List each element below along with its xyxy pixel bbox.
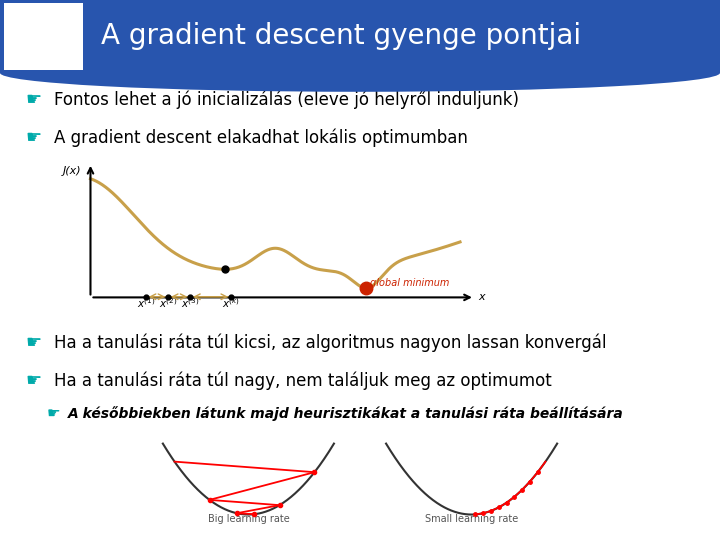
Ellipse shape [0, 54, 720, 92]
Text: A gradient descent elakadhat lokális optimumban: A gradient descent elakadhat lokális opt… [54, 129, 468, 147]
Text: Ha a tanulási ráta túl kicsi, az algoritmus nagyon lassan konvergál: Ha a tanulási ráta túl kicsi, az algorit… [54, 334, 606, 352]
Text: x: x [479, 292, 485, 302]
Text: ☛: ☛ [47, 406, 60, 421]
Text: $x^{(2)}$: $x^{(2)}$ [159, 296, 177, 310]
Text: Ha a tanulási ráta túl nagy, nem találjuk meg az optimumot: Ha a tanulási ráta túl nagy, nem találju… [54, 372, 552, 390]
Text: global minimum: global minimum [370, 278, 449, 288]
Text: Small learning rate: Small learning rate [425, 514, 518, 524]
Text: $x^{(3)}$: $x^{(3)}$ [181, 296, 199, 310]
FancyBboxPatch shape [4, 3, 83, 70]
Bar [0, 0, 720, 73]
Text: ☛: ☛ [25, 129, 41, 147]
Text: J(x): J(x) [63, 166, 81, 176]
Text: $x^{(1)}$: $x^{(1)}$ [137, 296, 156, 310]
Text: ☛: ☛ [25, 334, 41, 352]
Text: ☛: ☛ [25, 372, 41, 390]
Text: A gradient descent gyenge pontjai: A gradient descent gyenge pontjai [101, 23, 581, 50]
Text: ☛: ☛ [25, 91, 41, 109]
Text: Big learning rate: Big learning rate [207, 514, 289, 524]
Text: A későbbiekben látunk majd heurisztikákat a tanulási ráta beállítására: A későbbiekben látunk majd heurisztikáka… [68, 406, 624, 421]
Text: $x^{(k)}$: $x^{(k)}$ [222, 296, 240, 310]
Text: Fontos lehet a jó inicializálás (eleve jó helyről induljunk): Fontos lehet a jó inicializálás (eleve j… [54, 91, 519, 109]
